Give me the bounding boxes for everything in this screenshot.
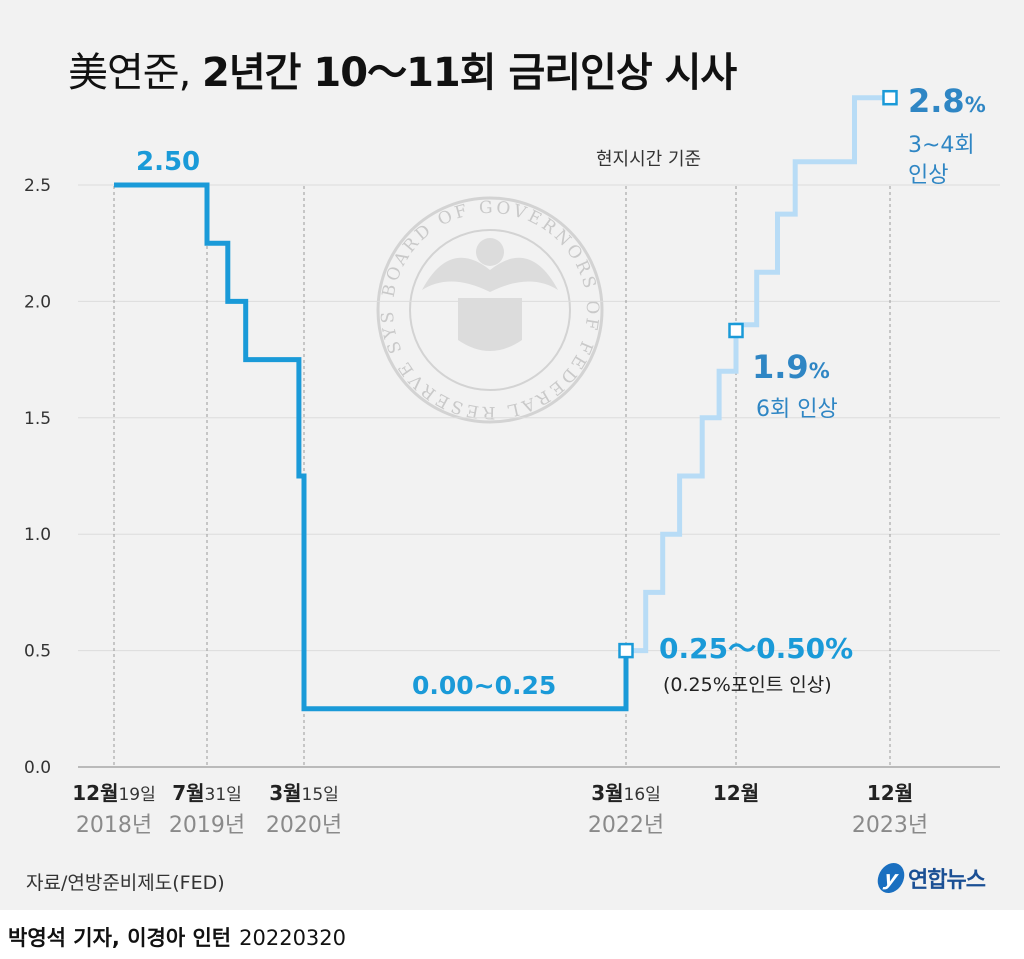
label-2022-hikes: 6회 인상	[756, 397, 838, 422]
rate-chart: BOARD OF GOVERNORS OF FEDERAL RESERVE SY…	[0, 0, 1000, 838]
rate-lines	[114, 95, 890, 712]
seal-shield	[458, 298, 522, 351]
y-tick-label: 2.5	[24, 176, 51, 196]
seal-eagle-head	[476, 238, 504, 266]
seal-inner-ring	[409, 229, 571, 391]
seal-eagle-wings	[422, 257, 558, 292]
y-tick-label: 1.5	[24, 409, 51, 429]
x-marker-year: 2019년	[169, 813, 245, 838]
source-note: 자료/연방준비제도(FED)	[26, 872, 225, 894]
highlight-marker	[882, 89, 898, 106]
label-2023-hikes-2: 인상	[908, 163, 948, 188]
y-axis: 0.0 0.5 1.0 1.5 2.0 2.5	[24, 176, 51, 778]
byline-authors: 박영석 기자, 이경아 인턴	[8, 926, 232, 950]
highlight-marker	[618, 642, 634, 659]
x-marker-date: 12월	[713, 781, 759, 805]
x-marker-year: 2022년	[588, 813, 664, 838]
y-tick-label: 0.0	[24, 758, 51, 778]
x-marker-year: 2018년	[76, 813, 152, 838]
x-marker-date: 12월	[867, 781, 913, 805]
highlight-markers	[618, 89, 898, 659]
byline-date: 20220320	[239, 926, 347, 950]
chart-grid	[78, 184, 1000, 768]
title-prefix: 美연준,	[68, 50, 191, 96]
y-tick-label: 0.5	[24, 642, 51, 662]
title-main: 2년간 10～11회 금리인상 시사	[202, 50, 737, 96]
x-marker-date: 3월16일	[591, 781, 661, 805]
x-marker-year: 2020년	[266, 813, 342, 838]
x-marker-date: 3월15일	[269, 781, 339, 805]
label-2023-projection: 2.8%	[908, 82, 986, 120]
label-first-hike: 0.25～0.50%	[659, 632, 853, 665]
y-tick-label: 2.0	[24, 292, 51, 312]
label-2023-hikes: 3~4회	[908, 133, 975, 158]
label-start-rate: 2.50	[136, 147, 200, 177]
highlight-marker	[728, 322, 744, 339]
byline: 박영석 기자, 이경아 인턴 20220320	[8, 922, 346, 952]
seal-outer-ring	[376, 196, 604, 424]
chart-annotations: 2.50 0.00~0.25 0.25～0.50% (0.25%포인트 인상) 1.9%…	[136, 82, 986, 700]
yonhap-logo: y 연합뉴스	[875, 858, 986, 898]
label-2022-projection: 1.9%	[752, 348, 830, 386]
x-marker-year: 2023년	[852, 813, 928, 838]
yonhap-logo-icon: y	[875, 863, 907, 893]
actual-rate-line	[114, 182, 629, 712]
projected-rate-line	[626, 95, 890, 654]
x-marker-date: 7월31일	[172, 781, 242, 805]
y-tick-label: 1.0	[24, 525, 51, 545]
label-first-hike-note: (0.25%포인트 인상)	[663, 674, 832, 696]
page-title: 美연준, 2년간 10～11회 금리인상 시사	[68, 40, 737, 98]
yonhap-logo-text: 연합뉴스	[908, 868, 986, 893]
x-axis: 12월19일 2018년 7월31일 2019년 3월15일 2020년 3월16일 2022…	[72, 186, 928, 838]
timezone-note: 현지시간 기준	[596, 149, 702, 170]
label-zero-rate: 0.00~0.25	[412, 671, 556, 700]
x-marker-date: 12월19일	[72, 781, 156, 805]
